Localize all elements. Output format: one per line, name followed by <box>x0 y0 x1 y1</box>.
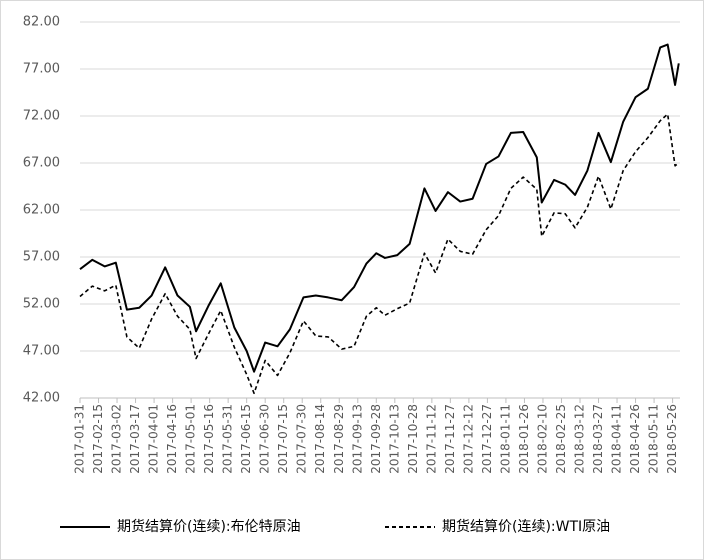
x-tick-label: 2017-03-02 <box>110 404 124 474</box>
y-tick-label: 42.00 <box>23 391 60 406</box>
series-line <box>79 113 680 395</box>
x-tick-label: 2018-02-25 <box>554 404 568 474</box>
x-tick-label: 2018-01-11 <box>498 404 512 474</box>
x-tick-label: 2017-01-31 <box>73 404 87 474</box>
x-tick-label: 2017-03-17 <box>128 404 142 474</box>
legend-label: 期货结算价(连续):WTI原油 <box>442 518 610 535</box>
x-tick-label: 2017-06-15 <box>239 404 253 474</box>
x-tick-label: 2018-05-11 <box>647 404 661 474</box>
x-tick-label: 2017-07-15 <box>276 404 290 474</box>
x-tick-label: 2017-05-31 <box>221 404 235 474</box>
series-line <box>79 43 680 373</box>
x-tick-label: 2017-07-30 <box>295 404 309 474</box>
x-tick-label: 2017-10-28 <box>406 404 420 474</box>
x-tick-label: 2018-03-12 <box>573 404 587 474</box>
x-tick-label: 2017-09-13 <box>350 404 364 474</box>
x-tick-label: 2018-04-26 <box>628 404 642 474</box>
x-tick-label: 2017-04-16 <box>165 404 179 474</box>
y-tick-label: 82.00 <box>23 15 60 30</box>
y-tick-label: 72.00 <box>23 109 60 124</box>
x-tick-label: 2018-02-10 <box>535 404 549 474</box>
x-tick-label: 2017-05-01 <box>184 404 198 474</box>
x-tick-label: 2017-08-14 <box>313 404 327 474</box>
x-tick-label: 2018-04-11 <box>610 404 624 474</box>
x-tick-label: 2017-11-12 <box>424 404 438 474</box>
x-tick-label: 2018-01-26 <box>517 404 531 474</box>
x-tick-label: 2017-04-01 <box>147 404 161 474</box>
y-tick-label: 52.00 <box>23 297 60 312</box>
x-tick-label: 2017-05-16 <box>202 404 216 474</box>
x-tick-label: 2018-03-27 <box>591 404 605 474</box>
x-tick-label: 2017-10-13 <box>387 404 401 474</box>
x-tick-label: 2017-06-30 <box>258 404 272 474</box>
x-tick-label: 2017-09-28 <box>369 404 383 474</box>
y-tick-label: 67.00 <box>23 156 60 171</box>
legend-label: 期货结算价(连续):布伦特原油 <box>117 518 301 535</box>
y-tick-label: 57.00 <box>23 250 60 265</box>
x-tick-label: 2017-08-29 <box>332 404 346 474</box>
y-tick-label: 47.00 <box>23 344 60 359</box>
x-tick-label: 2017-12-12 <box>461 404 475 474</box>
x-tick-label: 2017-02-15 <box>91 404 105 474</box>
x-tick-label: 2018-05-26 <box>665 404 679 474</box>
y-tick-label: 77.00 <box>23 62 60 77</box>
x-tick-label: 2017-11-27 <box>443 404 457 474</box>
x-tick-label: 2017-12-27 <box>480 404 494 474</box>
y-tick-label: 62.00 <box>23 203 60 218</box>
